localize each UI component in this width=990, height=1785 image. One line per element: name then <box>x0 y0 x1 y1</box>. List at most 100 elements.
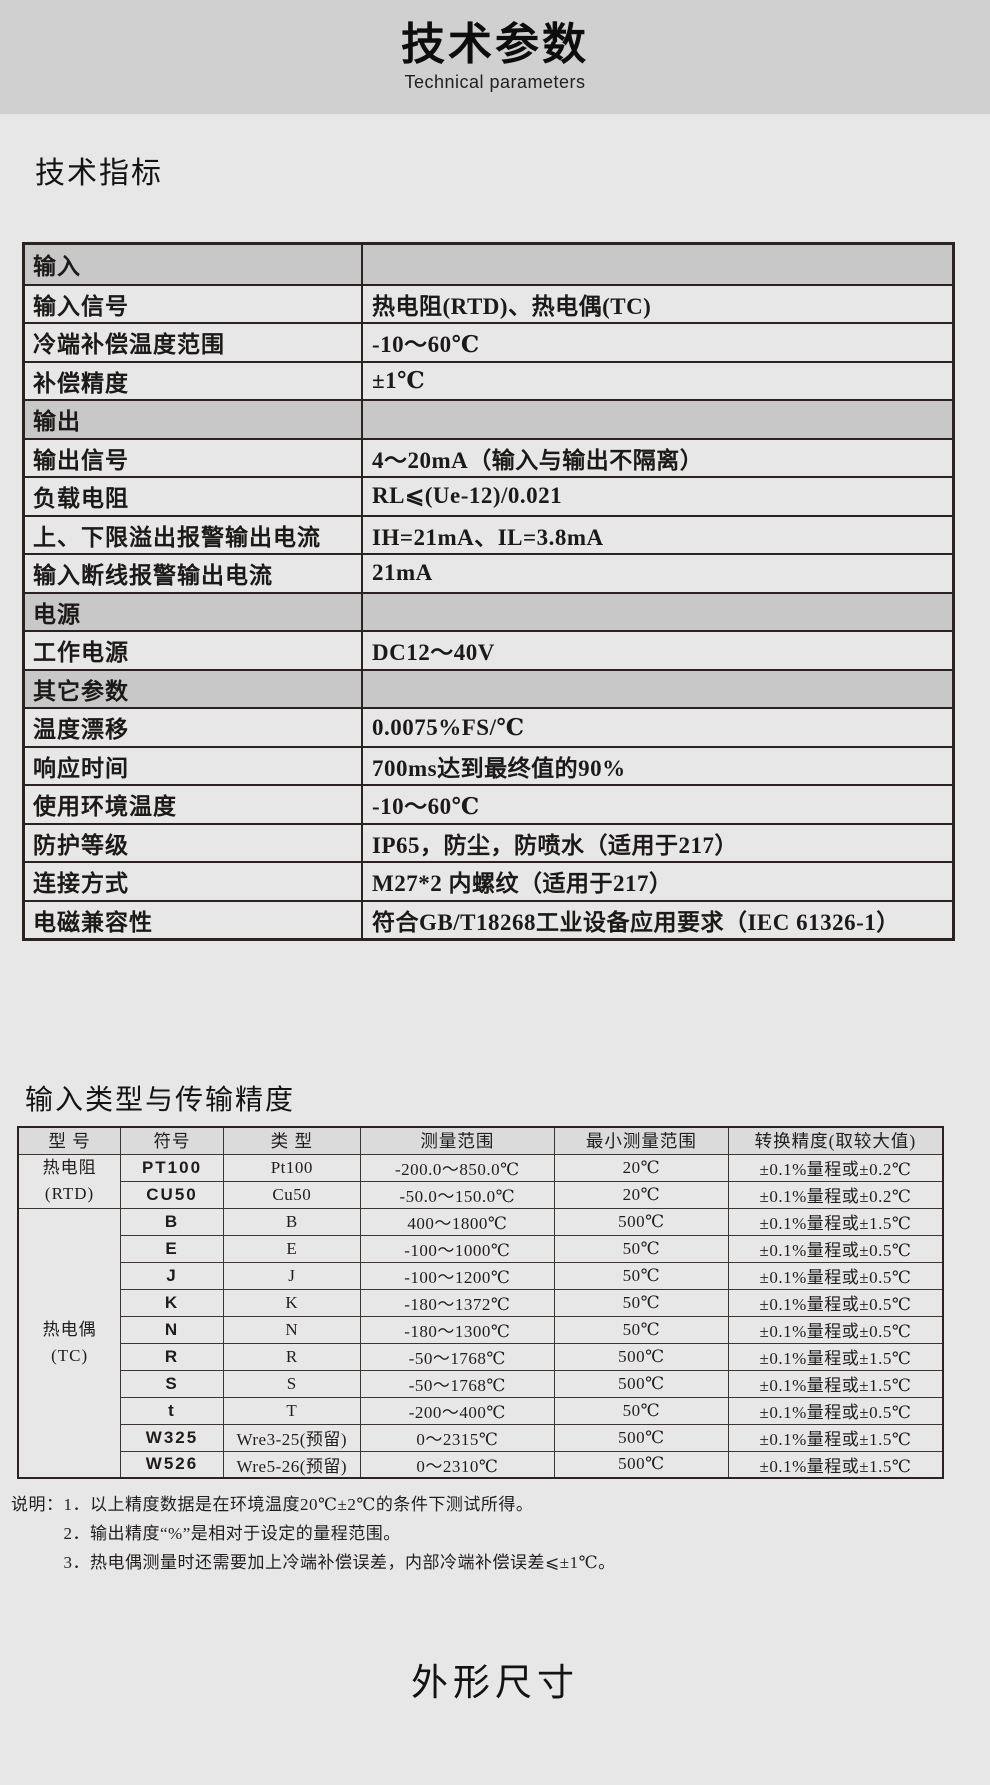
section-heading-tech-indicators: 技术指标 <box>35 157 163 190</box>
spec-item-row: 负载电阻 RL⩽(Ue-12)/0.021 <box>25 476 952 515</box>
spec-row-value: 热电阻(RTD)、热电偶(TC) <box>372 293 652 319</box>
accuracy-cell-accuracy: ±0.1%量程或±0.5℃ <box>727 1234 944 1263</box>
note-prefix: 说明： <box>11 1495 64 1514</box>
note-text: 2．输出精度“%”是相对于设定的量程范围。 <box>63 1524 401 1543</box>
spec-row-label: 防护等级 <box>25 824 363 861</box>
group-label-sub: (TC) <box>51 1345 89 1365</box>
accuracy-cell-accuracy: ±0.1%量程或±1.5℃ <box>727 1207 944 1236</box>
accuracy-cell-kind: K <box>222 1288 361 1317</box>
spec-section-row: 其它参数 <box>25 668 952 707</box>
accuracy-row: R R -50～1768℃ 500℃ ±0.1%量程或±1.5℃ <box>18 1342 944 1371</box>
accuracy-cell-symbol: S <box>120 1369 224 1398</box>
accuracy-cell-min-range: 500℃ <box>553 1342 729 1371</box>
spec-row-value <box>363 401 952 438</box>
accuracy-cell-accuracy: ±0.1%量程或±0.2℃ <box>727 1153 944 1182</box>
accuracy-cell-range: -200.0～850.0℃ <box>359 1153 555 1182</box>
spec-row-value <box>363 594 952 631</box>
section-heading-input-types: 输入类型与传输精度 <box>25 1084 296 1115</box>
spec-row-label: 输出 <box>25 401 363 438</box>
spec-row-value: IH=21mA、IL=3.8mA <box>372 524 604 550</box>
note-text: 3．热电偶测量时还需要加上冷端补偿误差，内部冷端补偿误差⩽±1℃。 <box>63 1553 616 1572</box>
spec-row-value: IP65，防尘，防喷水（适用于217） <box>372 832 738 858</box>
spec-row-label: 输入 <box>25 245 363 284</box>
accuracy-cell-min-range: 500℃ <box>553 1450 729 1479</box>
note-text: 1．以上精度数据是在环境温度20℃±2℃的条件下测试所得。 <box>63 1495 534 1514</box>
accuracy-cell-kind: Wre5-26(预留) <box>222 1450 361 1479</box>
accuracy-cell-range: 0～2310℃ <box>359 1450 555 1479</box>
group-label-sub: (RTD) <box>44 1184 95 1203</box>
page-subtitle: Technical parameters <box>404 71 586 92</box>
spec-row-value <box>363 245 952 284</box>
accuracy-row: W325 Wre3-25(预留) 0～2315℃ 500℃ ±0.1%量程或±1.5℃ <box>18 1423 944 1452</box>
accuracy-row: K K -180～1372℃ 50℃ ±0.1%量程或±0.5℃ <box>18 1288 944 1317</box>
accuracy-cell-accuracy: ±0.1%量程或±0.5℃ <box>727 1288 944 1317</box>
accuracy-cell-kind: B <box>222 1207 361 1236</box>
accuracy-table-body: 热电阻 (RTD) PT100 Pt100 -200.0～850.0℃ 20℃ ±0.1%量… <box>17 1153 944 1479</box>
spec-row-label: 响应时间 <box>25 747 363 784</box>
spec-row-label: 上、下限溢出报警输出电流 <box>25 516 363 553</box>
spec-item-row: 工作电源 DC12～40V <box>25 630 952 669</box>
footer-heading: 外形尺寸 <box>411 1662 579 1703</box>
accuracy-row: 热电阻 (RTD) PT100 Pt100 -200.0～850.0℃ 20℃ ±0.1%量… <box>17 1153 944 1209</box>
accuracy-cell-symbol: R <box>120 1342 224 1371</box>
note-line: 说明： 1．以上精度数据是在环境温度20℃±2℃的条件下测试所得。 <box>11 1490 971 1519</box>
spec-row-label: 使用环境温度 <box>25 786 363 823</box>
accuracy-header-cell: 最小测量范围 <box>553 1126 729 1155</box>
spec-row-label: 连接方式 <box>25 863 363 900</box>
notes: 说明：1．以上精度数据是在环境温度20℃±2℃的条件下测试所得。说明： 2．输出精… <box>11 1490 971 1577</box>
accuracy-cell-accuracy: ±0.1%量程或±0.5℃ <box>727 1396 944 1425</box>
banner: 技术参数 Technical parameters <box>0 0 990 114</box>
accuracy-cell-symbol: E <box>120 1234 224 1263</box>
accuracy-header-cell: 类 型 <box>222 1126 361 1155</box>
accuracy-cell-symbol: W526 <box>120 1450 224 1479</box>
spec-row-label: 电磁兼容性 <box>25 901 363 938</box>
accuracy-cell-symbol: K <box>120 1288 224 1317</box>
accuracy-row: CU50 Cu50 -50.0～150.0℃ 20℃ ±0.1%量程或±0.2℃ <box>18 1180 944 1209</box>
accuracy-cell-accuracy: ±0.1%量程或±1.5℃ <box>727 1369 944 1398</box>
accuracy-row: S S -50～1768℃ 500℃ ±0.1%量程或±1.5℃ <box>18 1369 944 1398</box>
accuracy-cell-symbol: t <box>120 1396 224 1425</box>
accuracy-cell-symbol: N <box>120 1315 224 1344</box>
accuracy-cell-min-range: 500℃ <box>553 1423 729 1452</box>
accuracy-cell-symbol: CU50 <box>120 1180 224 1209</box>
accuracy-cell-kind: J <box>222 1261 361 1290</box>
spec-row-value: ±1℃ <box>372 368 426 394</box>
accuracy-cell-range: -50～1768℃ <box>359 1369 555 1398</box>
spec-item-row: 温度漂移 0.0075%FS/℃ <box>25 707 952 746</box>
accuracy-cell-min-range: 20℃ <box>553 1153 729 1182</box>
accuracy-cell-accuracy: ±0.1%量程或±0.2℃ <box>727 1180 944 1209</box>
spec-row-label: 补偿精度 <box>25 362 363 399</box>
spec-item-row: 冷端补偿温度范围 -10～60℃ <box>25 322 952 361</box>
accuracy-row: N N -180～1300℃ 50℃ ±0.1%量程或±0.5℃ <box>18 1315 944 1344</box>
accuracy-header-cell: 测量范围 <box>359 1126 555 1155</box>
spec-row-label: 电源 <box>25 593 363 630</box>
spec-item-row: 防护等级 IP65，防尘，防喷水（适用于217） <box>25 822 952 861</box>
accuracy-cell-min-range: 500℃ <box>553 1369 729 1398</box>
spec-row-label: 温度漂移 <box>25 709 363 746</box>
accuracy-cell-accuracy: ±0.1%量程或±1.5℃ <box>727 1423 944 1452</box>
accuracy-row: J J -100～1200℃ 50℃ ±0.1%量程或±0.5℃ <box>18 1261 944 1290</box>
spec-section-row: 输入 <box>25 245 952 284</box>
accuracy-cell-range: -50～1768℃ <box>359 1342 555 1371</box>
accuracy-cell-symbol: PT100 <box>120 1153 224 1182</box>
accuracy-cell-accuracy: ±0.1%量程或±1.5℃ <box>727 1342 944 1371</box>
spec-section-row: 电源 <box>25 591 952 631</box>
spec-row-value: 0.0075%FS/℃ <box>372 714 525 740</box>
accuracy-table-header: 型 号符号类 型测量范围 最小测量范围 转换精度(取较大值) <box>17 1126 944 1155</box>
accuracy-table: 型 号符号类 型测量范围 最小测量范围 转换精度(取较大值) 热电阻 (RTD) PT1… <box>17 1126 944 1479</box>
spec-row-label: 工作电源 <box>25 632 363 669</box>
spec-row-label: 冷端补偿温度范围 <box>25 324 363 361</box>
accuracy-cell-kind: Pt100 <box>222 1153 361 1182</box>
group-label-main: 热电偶 <box>42 1319 97 1339</box>
spec-item-row: 上、下限溢出报警输出电流 IH=21mA、IL=3.8mA <box>25 514 952 553</box>
spec-row-label: 其它参数 <box>25 670 363 707</box>
accuracy-cell-symbol: W325 <box>120 1423 224 1452</box>
accuracy-cell-symbol: B <box>120 1207 224 1236</box>
spec-item-row: 补偿精度 ±1℃ <box>25 360 952 399</box>
accuracy-cell-range: -100～1000℃ <box>359 1234 555 1263</box>
spec-item-row: 输入信号 热电阻(RTD)、热电偶(TC) <box>25 283 952 322</box>
accuracy-header-cell: 型 号 <box>17 1126 122 1155</box>
accuracy-cell-kind: T <box>222 1396 361 1425</box>
accuracy-cell-accuracy: ±0.1%量程或±0.5℃ <box>727 1261 944 1290</box>
